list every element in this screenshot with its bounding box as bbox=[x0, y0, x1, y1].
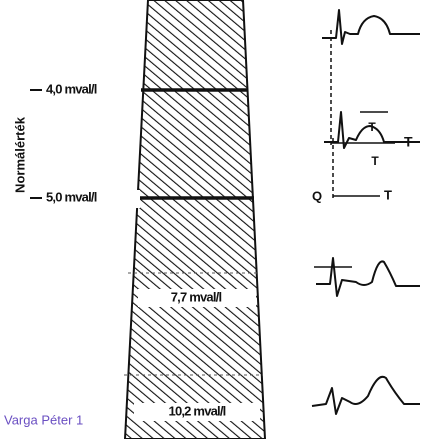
ecg-trace bbox=[316, 257, 420, 297]
label-box bbox=[60, 190, 140, 208]
ecg-trace bbox=[324, 111, 420, 149]
ecg-trace bbox=[322, 9, 420, 45]
level-label: 5,0 mval/l bbox=[46, 189, 97, 204]
level-label: 10,2 mval/l bbox=[169, 403, 226, 418]
label-box bbox=[134, 403, 260, 421]
level-label: 4,0 mval/l bbox=[46, 81, 97, 96]
ecg-label: T bbox=[384, 187, 392, 202]
ecg-label: T bbox=[371, 154, 379, 168]
credit: Varga Péter 1 bbox=[4, 412, 83, 427]
level-label: 7,7 mval/l bbox=[171, 289, 222, 304]
label-box bbox=[138, 289, 256, 307]
axis-label: Normálérték bbox=[12, 116, 27, 193]
ecg-trace bbox=[311, 375, 420, 415]
ecg-label: Q bbox=[312, 188, 322, 203]
potassium-column bbox=[123, 0, 267, 439]
